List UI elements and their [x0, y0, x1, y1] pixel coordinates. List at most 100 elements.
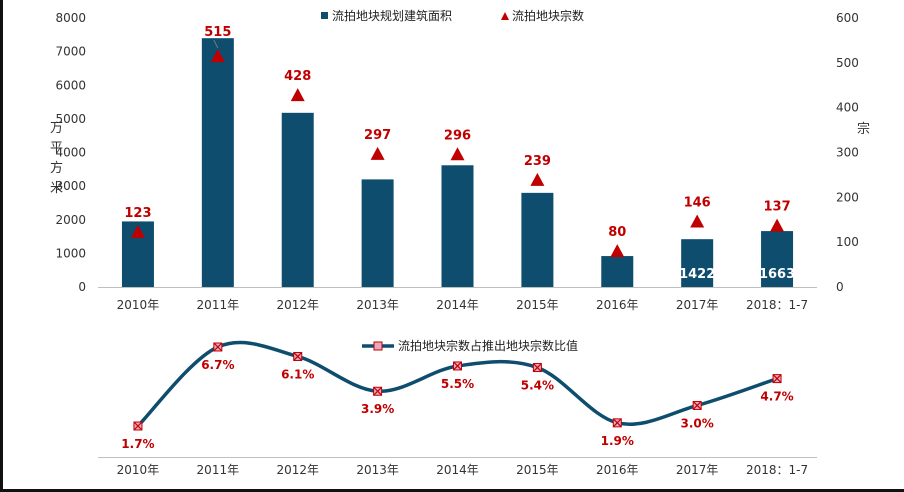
left-tick-label: 2000: [55, 213, 86, 227]
right-axis-title: 宗: [857, 121, 870, 137]
bottom-category-label: 2015年: [516, 463, 559, 477]
right-tick-label: 400: [836, 101, 859, 115]
bar: [201, 38, 234, 287]
ratio-labels: 1.7% 6.7% 6.1% 3.9% 5.5% 5.4% 1.9% 3.0% 4.7%: [121, 358, 793, 451]
bar-value-label: 1422: [679, 267, 715, 282]
bottom-category-label: 2018：1-7: [746, 463, 808, 477]
count-labels: 123 515 428 297 296 239 80 146 137: [124, 25, 790, 240]
bar: [281, 112, 314, 287]
ratio-label: 3.9%: [361, 402, 394, 416]
ratio-marker: [692, 400, 702, 410]
count-marker: [210, 49, 225, 63]
count-label: 515: [204, 25, 231, 40]
ratio-marker: [133, 421, 143, 431]
bar-value-label: 1663: [759, 267, 795, 282]
ratio-marker-cross: [133, 421, 143, 431]
count-label: 296: [444, 128, 471, 143]
ratio-label: 6.1%: [281, 367, 314, 381]
bar: [681, 239, 714, 287]
ratio-marker: [373, 386, 383, 396]
count-label: 137: [763, 200, 790, 215]
bottom-category-label: 2014年: [436, 463, 479, 477]
count-marker: [690, 214, 705, 228]
top-category-label: 2016年: [596, 298, 639, 312]
right-tick-label: 300: [836, 146, 859, 160]
legend-triangle-label: 流拍地块宗数: [512, 8, 584, 23]
legend-bar-swatch: [321, 12, 328, 19]
ratio-marker-cross: [692, 401, 702, 410]
ratio-marker: [612, 418, 622, 428]
count-marker: [530, 172, 545, 186]
bottom-category-label: 2010年: [117, 463, 160, 477]
ratio-label: 5.5%: [441, 377, 474, 391]
count-marker: [610, 244, 625, 258]
left-tick-label: 6000: [55, 78, 86, 92]
left-tick-label: 4000: [55, 146, 86, 160]
count-marker: [450, 147, 465, 161]
count-marker: [370, 146, 385, 160]
ratio-marker-cross: [612, 418, 622, 428]
count-marker: [290, 88, 305, 102]
count-label: 80: [608, 225, 626, 240]
legend-triangle-swatch: [501, 12, 509, 20]
ratio-markers: [133, 342, 782, 431]
count-marker: [770, 218, 785, 232]
top-category-label: 2015年: [516, 298, 559, 312]
top-category-label: 2017年: [676, 298, 719, 312]
left-axis-title-char: 万: [50, 121, 63, 136]
left-tick-label: 0: [78, 280, 86, 294]
top-category-label: 2012年: [276, 298, 319, 312]
top-category-label: 2014年: [436, 298, 479, 312]
left-axis-title-char: 方: [50, 160, 63, 176]
bottom-category-label: 2012年: [276, 463, 319, 477]
right-tick-label: 500: [836, 56, 859, 70]
bottom-category-label: 2013年: [356, 463, 399, 477]
ratio-label: 5.4%: [521, 379, 554, 393]
ratio-marker-cross: [213, 342, 223, 352]
left-tick-label: 1000: [55, 246, 86, 260]
count-markers: [130, 49, 785, 258]
ratio-label: 1.7%: [121, 437, 154, 451]
right-tick-label: 100: [836, 235, 859, 249]
right-tick-label: 200: [836, 190, 859, 204]
left-axis-title-char: 米: [50, 181, 63, 196]
legend-bar-label: 流拍地块规划建筑面积: [332, 8, 452, 23]
left-axis-ticks: 0 1000 2000 3000 4000 5000 6000 7000 8000: [55, 11, 86, 294]
legend-line-marker-swatch: [373, 341, 383, 351]
bar: [601, 256, 634, 287]
count-label: 239: [524, 154, 551, 169]
bar: [361, 179, 394, 287]
ratio-label: 3.0%: [681, 416, 714, 430]
bottom-category-label: 2016年: [596, 463, 639, 477]
count-marker: [130, 224, 145, 238]
top-category-label: 2013年: [356, 298, 399, 312]
count-label: 146: [684, 196, 711, 211]
left-axis-title: 万 平 方 米: [50, 121, 63, 196]
bottom-legend: 流拍地块宗数占推出地块宗数比值: [362, 338, 578, 353]
ratio-marker-cross: [453, 361, 462, 371]
bar-value-labels: 1422 1663: [679, 267, 795, 282]
left-tick-label: 7000: [55, 45, 86, 59]
count-label: 123: [124, 206, 151, 221]
bars: [121, 38, 794, 287]
count-label: 297: [364, 128, 391, 143]
legend-line-label: 流拍地块宗数占推出地块宗数比值: [398, 338, 578, 353]
count-label-leader: [213, 39, 219, 49]
left-tick-label: 5000: [55, 112, 86, 126]
ratio-label: 6.7%: [201, 358, 234, 372]
ratio-marker-cross: [532, 363, 542, 372]
ratio-marker: [453, 361, 462, 371]
top-category-labels: 2010年 2011年 2012年 2013年 2014年 2015年 2016年 2017年…: [117, 298, 808, 312]
top-legend: 流拍地块规划建筑面积 流拍地块宗数: [321, 8, 584, 23]
count-label: 428: [284, 69, 311, 84]
ratio-marker-cross: [772, 374, 782, 384]
ratio-label: 4.7%: [760, 390, 793, 404]
top-category-label: 2011年: [197, 298, 240, 312]
bottom-category-label: 2011年: [197, 463, 240, 477]
right-tick-label: 0: [836, 280, 844, 294]
ratio-marker: [532, 363, 542, 373]
ratio-marker: [213, 342, 223, 352]
ratio-marker: [293, 351, 303, 361]
